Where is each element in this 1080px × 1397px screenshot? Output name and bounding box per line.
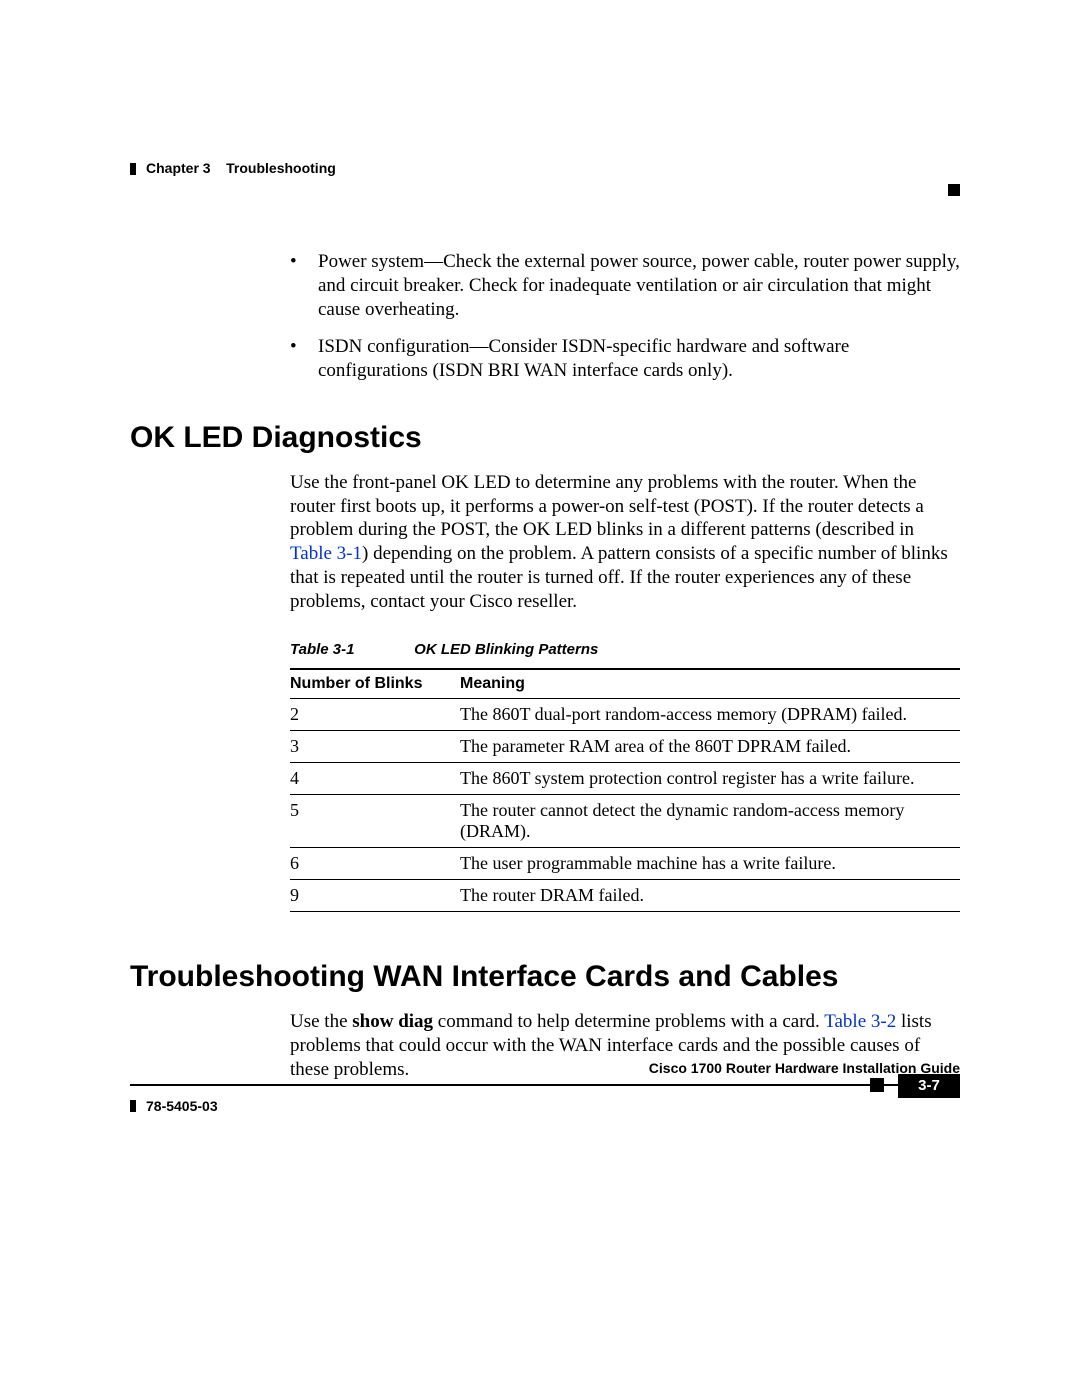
- footer-square-icon: [870, 1078, 884, 1092]
- footer-doc-number: 78-5405-03: [146, 1098, 218, 1114]
- header-text: Chapter 3 Troubleshooting: [146, 160, 336, 176]
- cell: The router cannot detect the dynamic ran…: [460, 795, 960, 848]
- cell: The user programmable machine has a writ…: [460, 848, 960, 880]
- cell: 6: [290, 848, 460, 880]
- bullet-list: Power system—Check the external power so…: [290, 250, 960, 383]
- bullet-item: ISDN configuration—Consider ISDN-specifi…: [290, 335, 960, 383]
- cell: 9: [290, 880, 460, 912]
- table-row: 3The parameter RAM area of the 860T DPRA…: [290, 731, 960, 763]
- table-row: 6The user programmable machine has a wri…: [290, 848, 960, 880]
- content: Power system—Check the external power so…: [130, 250, 960, 1082]
- table-3-1-link[interactable]: Table 3-1: [290, 543, 362, 564]
- table-header-row: Number of Blinks Meaning: [290, 669, 960, 699]
- page: Chapter 3 Troubleshooting Power system—C…: [0, 0, 1080, 1397]
- para-text: Use the front-panel OK LED to determine …: [290, 472, 924, 541]
- footer-line-icon: [130, 1084, 960, 1086]
- cell: The 860T dual-port random-access memory …: [460, 699, 960, 731]
- section-heading-ok-led: OK LED Diagnostics: [130, 421, 960, 455]
- col-header: Number of Blinks: [290, 669, 460, 699]
- section1-paragraph: Use the front-panel OK LED to determine …: [290, 471, 960, 614]
- cell: The parameter RAM area of the 860T DPRAM…: [460, 731, 960, 763]
- table-title: OK LED Blinking Patterns: [414, 641, 598, 658]
- cell: 5: [290, 795, 460, 848]
- ok-led-table: Number of Blinks Meaning 2The 860T dual-…: [290, 668, 960, 912]
- page-header: Chapter 3 Troubleshooting: [130, 160, 960, 184]
- footer-mark-icon: [130, 1100, 136, 1112]
- footer-guide-title: Cisco 1700 Router Hardware Installation …: [130, 1060, 960, 1076]
- section-heading-wan: Troubleshooting WAN Interface Cards and …: [130, 960, 960, 994]
- para-text: Use the: [290, 1011, 352, 1032]
- col-header: Meaning: [460, 669, 960, 699]
- para-text: ) depending on the problem. A pattern co…: [290, 543, 948, 612]
- cell: The 860T system protection control regis…: [460, 763, 960, 795]
- table-caption: Table 3-1 OK LED Blinking Patterns: [290, 641, 960, 658]
- cell: The router DRAM failed.: [460, 880, 960, 912]
- cell: 4: [290, 763, 460, 795]
- cell: 2: [290, 699, 460, 731]
- chapter-label: Chapter 3: [146, 160, 211, 176]
- table-row: 4The 860T system protection control regi…: [290, 763, 960, 795]
- table-label: Table 3-1: [290, 641, 410, 658]
- table-3-2-link[interactable]: Table 3-2: [824, 1011, 896, 1032]
- para-text: command to help determine problems with …: [433, 1011, 824, 1032]
- command-bold: show diag: [352, 1011, 433, 1032]
- header-mark-icon: [130, 163, 136, 175]
- cell: 3: [290, 731, 460, 763]
- page-footer: Cisco 1700 Router Hardware Installation …: [130, 1060, 960, 1092]
- footer-rule: 3-7 78-5405-03: [130, 1078, 960, 1092]
- table-row: 2The 860T dual-port random-access memory…: [290, 699, 960, 731]
- bullet-item: Power system—Check the external power so…: [290, 250, 960, 321]
- table-row: 5The router cannot detect the dynamic ra…: [290, 795, 960, 848]
- chapter-title: Troubleshooting: [226, 160, 336, 176]
- header-square-icon: [948, 184, 960, 196]
- table-row: 9The router DRAM failed.: [290, 880, 960, 912]
- page-number-box: 3-7: [898, 1074, 960, 1098]
